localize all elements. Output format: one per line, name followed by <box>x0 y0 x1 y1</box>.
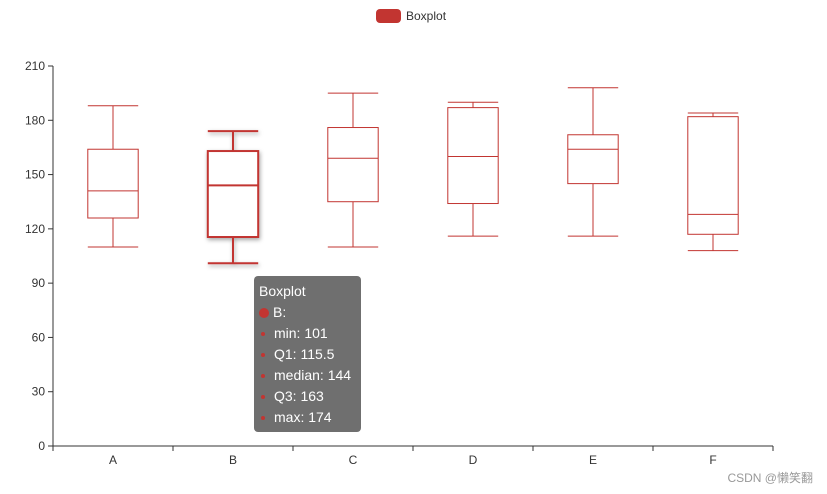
x-tick-label: E <box>589 453 597 467</box>
box-D[interactable] <box>447 101 499 237</box>
box-E[interactable] <box>567 87 619 237</box>
x-tick-label: F <box>709 453 716 467</box>
tooltip-max: max: 174 <box>274 409 332 425</box>
y-tick-label: 30 <box>32 385 46 399</box>
tooltip-line: max: 174 <box>259 407 356 428</box>
box-C[interactable] <box>327 92 379 248</box>
tooltip-item-label: B: <box>273 304 287 320</box>
tooltip-bullet <box>261 331 265 336</box>
tooltip-q1: Q1: 115.5 <box>274 346 335 362</box>
box-A[interactable] <box>87 105 139 248</box>
legend-label: Boxplot <box>406 9 447 23</box>
x-tick-label: B <box>229 453 237 467</box>
watermark: CSDN @懒笑翻 <box>727 471 813 485</box>
y-tick-label: 210 <box>25 59 45 73</box>
tooltip-bullet <box>261 394 265 399</box>
tooltip-min: min: 101 <box>274 325 328 341</box>
tooltip-item-row: B: <box>259 302 356 323</box>
legend-swatch <box>376 9 401 23</box>
y-tick-label: 150 <box>25 168 45 182</box>
tooltip-bullet <box>261 373 265 378</box>
x-tick-label: A <box>109 453 117 467</box>
iqr-box <box>687 116 739 235</box>
x-tick-label: D <box>469 453 478 467</box>
tooltip-title: Boxplot <box>259 283 306 299</box>
box-F[interactable] <box>687 112 739 252</box>
tooltip-line: median: 144 <box>259 365 356 386</box>
y-tick-label: 90 <box>32 276 46 290</box>
tooltip-line: min: 101 <box>259 323 356 344</box>
tooltip-bullet <box>261 352 265 357</box>
tooltip-median: median: 144 <box>274 367 352 383</box>
iqr-box <box>447 107 499 205</box>
box-B[interactable] <box>206 130 260 265</box>
y-tick-label: 0 <box>38 439 45 453</box>
tooltip-line: Q3: 163 <box>259 386 356 407</box>
tooltip-line: Q1: 115.5 <box>259 344 356 365</box>
tooltip-q3: Q3: 163 <box>274 388 324 404</box>
y-tick-label: 180 <box>25 113 45 127</box>
legend[interactable]: Boxplot <box>376 9 446 23</box>
x-tick-label: C <box>349 453 358 467</box>
iqr-box <box>567 134 619 185</box>
tooltip-bullet <box>261 415 265 420</box>
tooltip-marker-dot <box>259 307 269 318</box>
tooltip: Boxplot B: min: 101 Q1: 115.5 median: 14… <box>254 276 361 432</box>
iqr-box <box>327 127 379 203</box>
y-tick-label: 60 <box>32 330 46 344</box>
iqr-box <box>87 148 139 219</box>
iqr-box <box>206 150 260 238</box>
y-tick-label: 120 <box>25 222 45 236</box>
